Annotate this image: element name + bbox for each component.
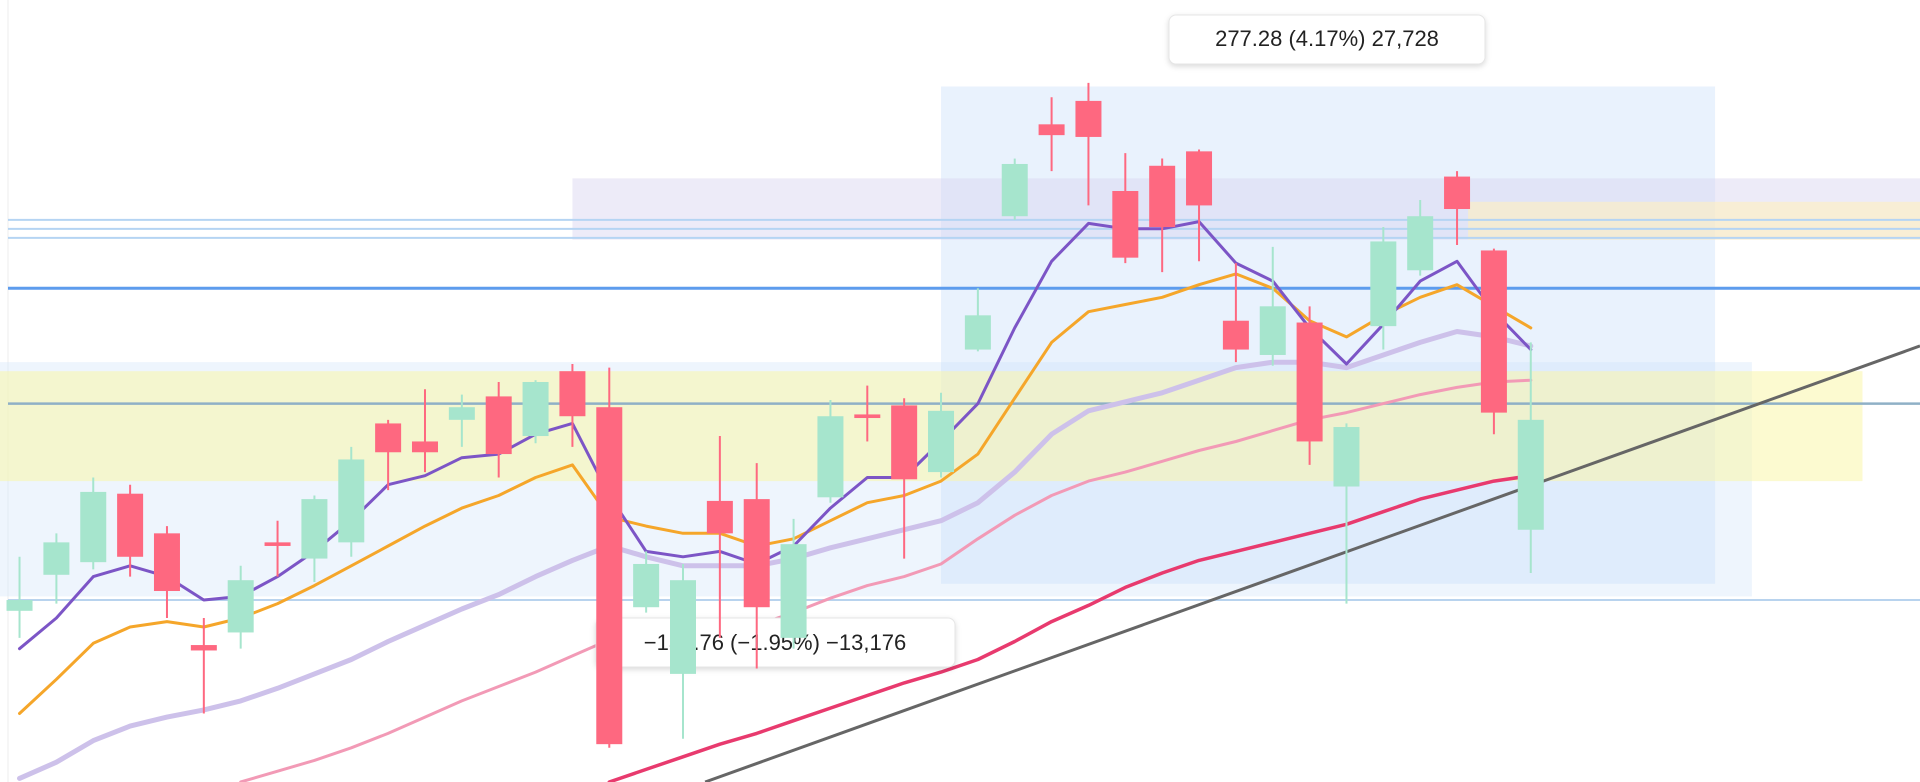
candle-body [854,414,881,419]
zone [941,86,1716,584]
indicator-line [607,473,1533,782]
indicator-lines [17,220,1920,782]
candle-body [1075,100,1102,137]
candle-body [706,500,733,534]
candle-body [1370,241,1397,327]
candle-body [43,542,70,575]
candle-body [1444,176,1471,210]
candle-body [153,533,180,592]
candle-body [780,544,807,638]
candle-body [1222,320,1249,350]
candle-body [1112,190,1139,258]
zones [0,86,1920,597]
candle-body [1149,165,1176,228]
trend-line [704,344,1920,782]
label-box [1168,14,1486,65]
candle-body [80,491,107,563]
candle-body [117,493,144,557]
candle-body [264,542,291,546]
candle-body [485,396,512,455]
candle-body [928,410,955,473]
candle-body [1517,419,1544,530]
indicator-line [17,329,1534,781]
candle-body [1296,322,1323,442]
levels [8,218,1920,602]
candle-body [1480,250,1507,413]
candle-body [375,423,402,453]
candle-body [448,407,475,420]
candle-body [1259,306,1286,355]
candle-body [559,371,586,417]
candle-body [1001,163,1028,217]
candles [6,82,1544,748]
candle-body [670,580,697,674]
candle-body [596,407,623,745]
candle-body [6,600,33,611]
candle-body [190,645,217,651]
candle-body [964,315,991,350]
candle-body [1407,216,1434,271]
candle-body [817,416,844,498]
label-text: 277.28 (4.17%) 27,728 [1215,26,1439,51]
measure-label: −131.76 (−1.95%) −13,176 [595,617,956,668]
candle-body [891,405,918,480]
candle-body [301,499,328,559]
candle-body [522,381,549,437]
candle-body [1333,427,1360,487]
candle-body [743,499,770,608]
candle-body [227,580,254,633]
candle-body [1186,151,1213,206]
measure-label: 277.28 (4.17%) 27,728 [1168,14,1486,65]
indicator-line [18,272,1533,715]
indicator-line [18,220,1533,651]
candle-body [338,459,365,543]
candle-body [1038,124,1065,136]
candle-body [633,563,660,608]
candle-body [411,441,438,453]
